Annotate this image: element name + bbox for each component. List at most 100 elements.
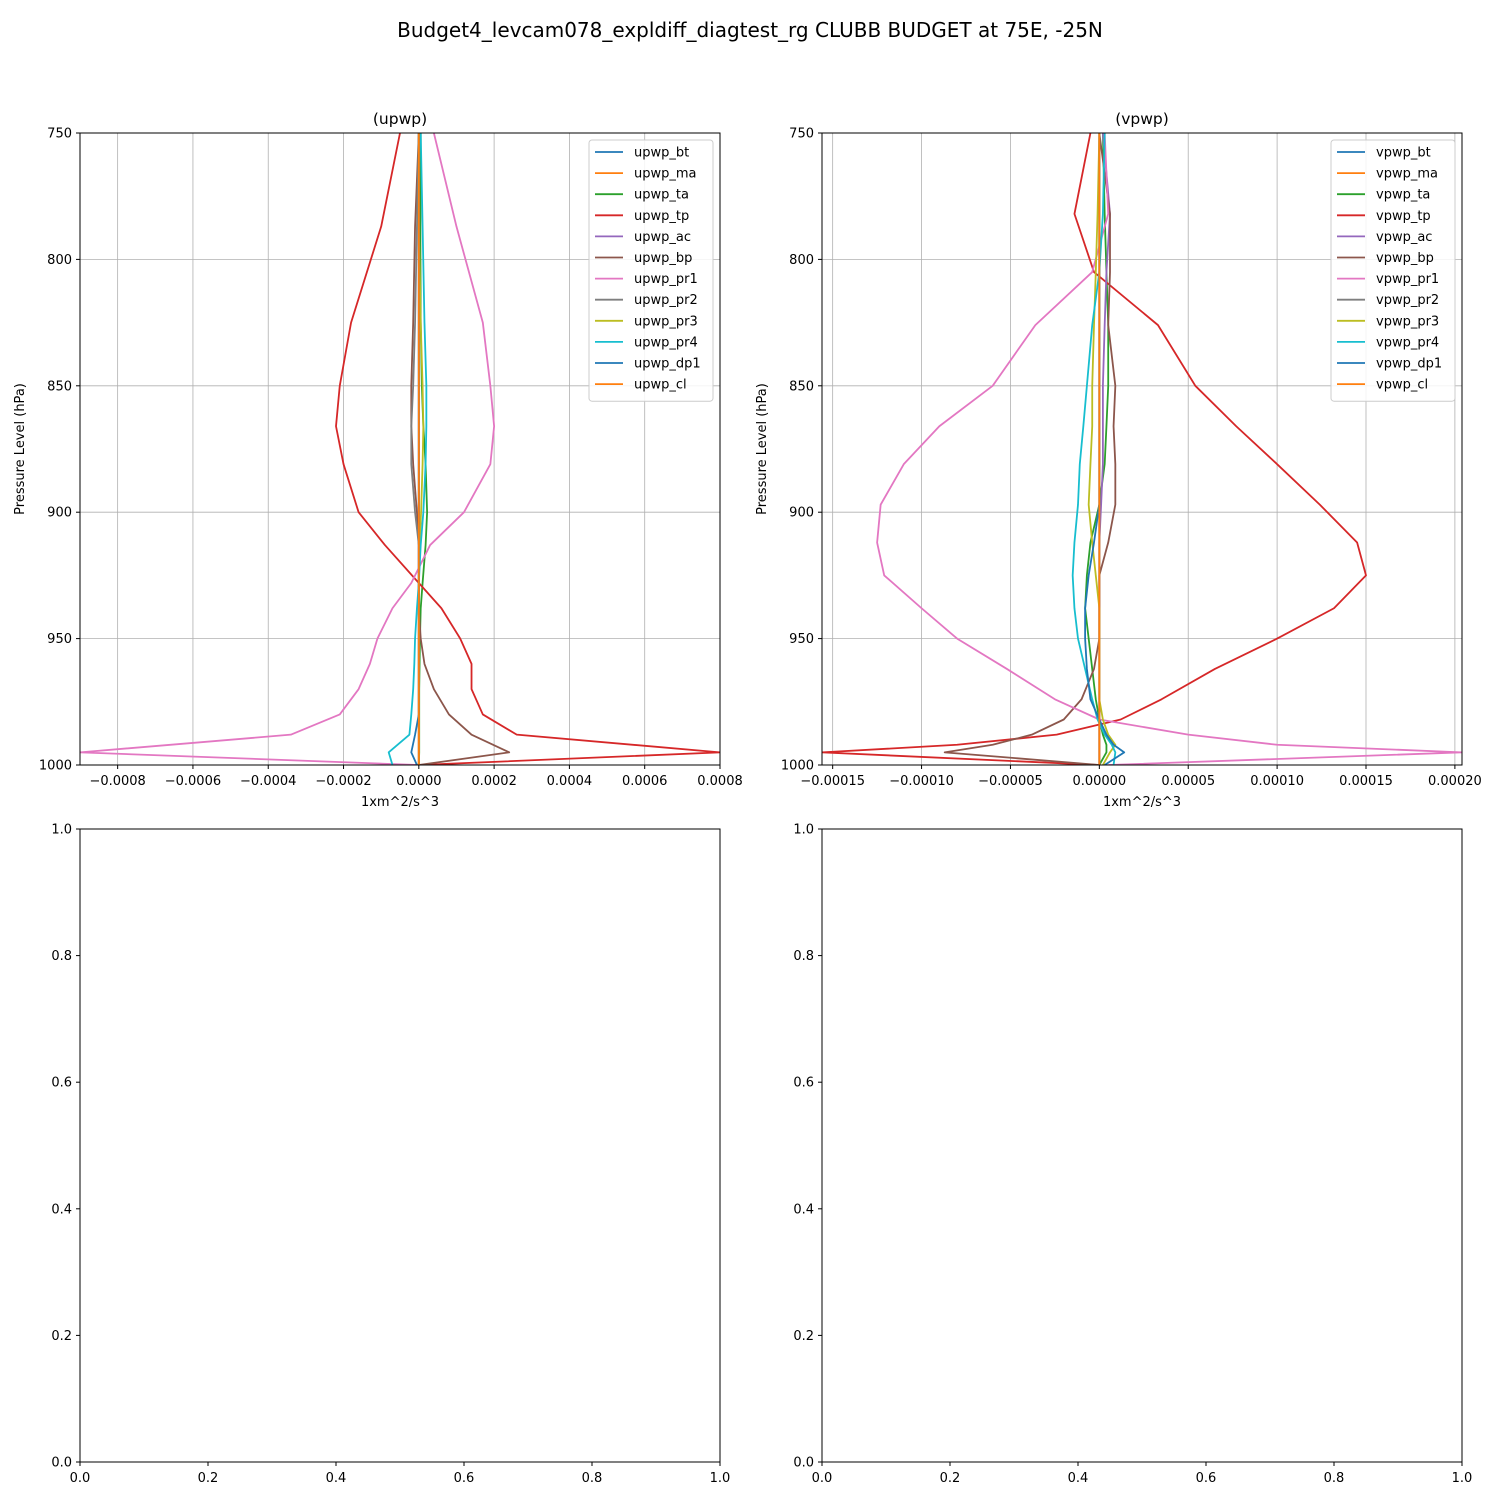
subplot-title: (upwp) [373,110,427,128]
axes-frame [821,828,1463,1463]
legend-label-upwp_bp: upwp_bp [634,251,692,266]
x-tick-label: 0.0000 [396,774,442,789]
y-tick-label: 0.6 [793,1076,814,1091]
series-group [822,133,1462,765]
x-tick-label: −0.00015 [800,774,865,789]
subplot-title: (vpwp) [1115,110,1169,128]
x-tick-label: −0.0008 [89,774,145,789]
x-tick-label: −0.0004 [240,774,296,789]
y-tick-label: 1.0 [793,823,814,838]
y-tick-label: 0.2 [51,1329,72,1344]
y-tick-label: 1000 [39,759,72,774]
series-line-upwp_pr1 [80,133,496,765]
x-tick-label: 1.0 [710,1471,731,1486]
y-tick-label: 950 [789,632,814,647]
y-tick-label: 0.6 [51,1076,72,1091]
subplot-4: 0.0 0.2 0.4 0.6 0.8 1.0 0.0 0.2 0.4 0.6 0.8 1.0 [793,823,1472,1487]
legend-label-upwp_pr2: upwp_pr2 [634,293,698,308]
x-tick-label: −0.0002 [315,774,371,789]
legend-label-vpwp_cl: vpwp_cl [1376,378,1428,393]
y-tick-label: 850 [789,379,814,394]
legend-label-vpwp_ac: vpwp_ac [1376,230,1432,245]
legend-label-vpwp_ma: vpwp_ma [1376,167,1438,182]
x-tick-label: 0.6 [1196,1471,1217,1486]
x-tick-label: 0.0 [70,1471,91,1486]
y-tick-label: 0.0 [793,1456,814,1471]
y-tick-label: 800 [789,253,814,268]
series-line-vpwp_pr4 [1071,133,1117,765]
legend-label-vpwp_bp: vpwp_bp [1376,251,1434,266]
y-tick-label: 0.4 [793,1202,814,1217]
legend-label-upwp_ta: upwp_ta [634,188,689,203]
x-tick-label: 0.00015 [1339,774,1393,789]
y-axis-label: Pressure Level (hPa) [755,383,770,515]
x-tick-label: 0.0002 [471,774,517,789]
series-line-vpwp_tp [822,133,1367,765]
legend-label-upwp_ma: upwp_ma [634,167,697,182]
x-tick-label: 0.8 [1324,1471,1345,1486]
y-tick-label: 1000 [781,759,814,774]
subplot-2: −0.00015 −0.00010 −0.00005 0.00000 0.00005 0.… [755,110,1482,810]
axes-frame [821,132,1463,766]
legend-box [588,139,714,402]
x-tick-label: 0.00005 [1161,774,1215,789]
x-tick-label: 0.8 [582,1471,603,1486]
legend-label-vpwp_pr2: vpwp_pr2 [1376,293,1439,308]
y-tick-label: 750 [789,127,814,142]
x-axis-label: 1xm^2/s^3 [1103,795,1181,810]
y-tick-label: 850 [47,379,72,394]
x-tick-label: 0.6 [454,1471,475,1486]
x-tick-label: 0.00010 [1250,774,1304,789]
x-tick-label: 0.0004 [547,774,593,789]
axes-frame [79,828,721,1463]
x-axis-label: 1xm^2/s^3 [361,795,439,810]
y-tick-label: 900 [789,506,814,521]
series-line-vpwp_pr3 [1087,133,1117,765]
legend-label-upwp_cl: upwp_cl [634,378,687,393]
y-tick-label: 0.4 [51,1202,72,1217]
y-tick-label: 0.0 [51,1456,72,1471]
x-tick-label: 0.0006 [622,774,668,789]
y-tick-label: 800 [47,253,72,268]
x-tick-label: 0.0 [812,1471,833,1486]
y-tick-label: 900 [47,506,72,521]
y-axis-label: Pressure Level (hPa) [13,383,28,515]
legend-label-vpwp_pr3: vpwp_pr3 [1376,314,1439,329]
subplot-3: 0.0 0.2 0.4 0.6 0.8 1.0 0.0 0.2 0.4 0.6 0.8 1.0 [51,823,730,1487]
x-tick-label: −0.00010 [889,774,954,789]
y-tick-label: 1.0 [51,823,72,838]
y-tick-label: 950 [47,632,72,647]
legend-label-vpwp_dp1: vpwp_dp1 [1376,357,1442,372]
series-line-vpwp_pr1 [876,133,1462,765]
legend-label-vpwp_bt: vpwp_bt [1376,146,1431,161]
legend-label-upwp_pr3: upwp_pr3 [634,314,698,329]
y-tick-label: 0.8 [793,949,814,964]
x-tick-label: 0.4 [1068,1471,1089,1486]
x-tick-label: 0.0008 [697,774,743,789]
y-tick-label: 750 [47,127,72,142]
x-tick-label: 0.00000 [1072,774,1126,789]
x-tick-label: 0.2 [198,1471,219,1486]
legend-label-vpwp_pr1: vpwp_pr1 [1376,272,1439,287]
legend-label-upwp_dp1: upwp_dp1 [634,357,701,372]
legend-label-upwp_bt: upwp_bt [634,146,689,161]
legend-box [1330,139,1456,402]
legend-label-upwp_pr1: upwp_pr1 [634,272,698,287]
x-tick-label: −0.0006 [165,774,221,789]
x-tick-label: 0.2 [940,1471,961,1486]
axes-frame [79,132,721,766]
legend-label-upwp_tp: upwp_tp [634,209,689,224]
figure-title: Budget4_levcam078_expldiff_diagtest_rg C… [397,18,1103,42]
legend-label-vpwp_tp: vpwp_tp [1376,209,1431,224]
legend: vpwp_bt vpwp_ma vpwp_ta vpwp_tp vpwp_ac vpwp_… [1330,139,1456,402]
series-group [80,133,720,765]
x-tick-label: −0.00005 [978,774,1043,789]
subplots-container: −0.0008 −0.0006 −0.0004 −0.0002 0.0000 0.0002… [13,110,1482,1486]
legend-label-vpwp_pr4: vpwp_pr4 [1376,335,1439,350]
x-tick-label: 0.00020 [1428,774,1482,789]
legend-label-upwp_ac: upwp_ac [634,230,691,245]
legend-label-vpwp_ta: vpwp_ta [1376,188,1430,203]
subplot-1: −0.0008 −0.0006 −0.0004 −0.0002 0.0000 0.0002… [13,110,743,810]
